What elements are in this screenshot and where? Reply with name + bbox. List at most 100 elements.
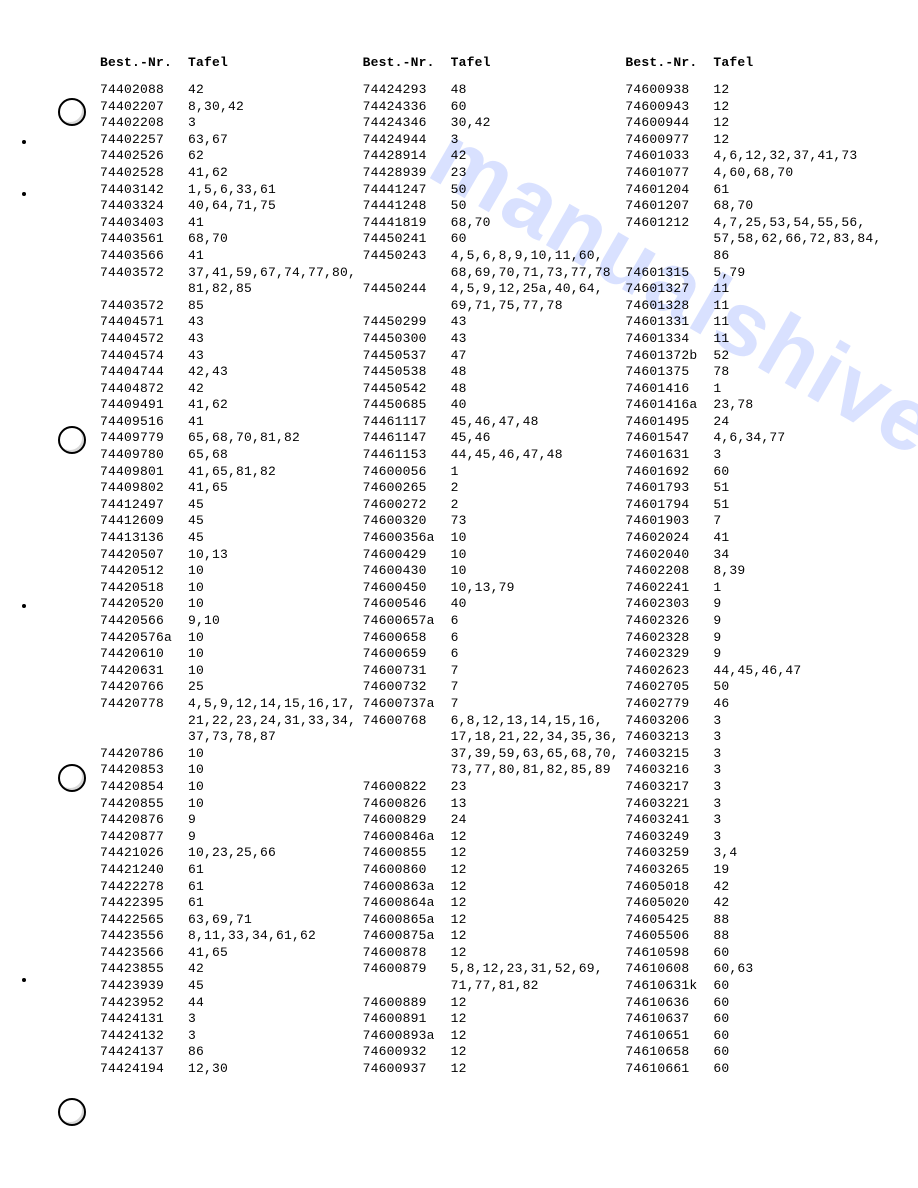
- best-nr: 74423855: [100, 961, 188, 978]
- best-nr: 74428914: [363, 148, 451, 165]
- column-2: Best.-Nr. Tafel 744242934874424336607442…: [363, 55, 626, 1078]
- tafel-value: 12,30: [188, 1061, 363, 1078]
- tafel-value: 7: [451, 679, 626, 696]
- tafel-value: 4,6,12,32,37,41,73: [713, 148, 888, 165]
- tafel-value: 23: [451, 165, 626, 182]
- index-row: 7461059860: [625, 945, 888, 962]
- index-row: 744241313: [100, 1011, 363, 1028]
- index-row: 7442052010: [100, 596, 363, 613]
- best-nr: 74601547: [625, 430, 713, 447]
- best-nr: 74600732: [363, 679, 451, 696]
- index-row: 74600893a12: [363, 1028, 626, 1045]
- best-nr: [363, 729, 451, 746]
- best-nr: 74403572: [100, 298, 188, 315]
- header-bestnr: Best.-Nr.: [625, 55, 713, 70]
- tafel-value: 2: [451, 480, 626, 497]
- header-bestnr: Best.-Nr.: [363, 55, 451, 70]
- index-row: 7460169260: [625, 464, 888, 481]
- tafel-value: 62: [188, 148, 363, 165]
- best-nr: 74600855: [363, 845, 451, 862]
- index-row: 74600356a10: [363, 530, 626, 547]
- best-nr: 74420631: [100, 663, 188, 680]
- best-nr: 74402526: [100, 148, 188, 165]
- index-row: 7460550688: [625, 928, 888, 945]
- best-nr: 74600891: [363, 1011, 451, 1028]
- binder-ring-icon: [58, 764, 86, 792]
- best-nr: [363, 978, 451, 995]
- tafel-value: 50: [451, 182, 626, 199]
- index-row: 7442063110: [100, 663, 363, 680]
- index-row: 7460270550: [625, 679, 888, 696]
- best-nr: 74600822: [363, 779, 451, 796]
- tafel-value: 3: [713, 447, 888, 464]
- tafel-value: 37,39,59,63,65,68,70,: [451, 746, 626, 763]
- index-row: 7460133111: [625, 314, 888, 331]
- best-nr: 74605506: [625, 928, 713, 945]
- index-row: 7442429348: [363, 82, 626, 99]
- best-nr: 74600937: [363, 1061, 451, 1078]
- index-row: 744502434,5,6,8,9,10,11,60,: [363, 248, 626, 265]
- tafel-value: 63,67: [188, 132, 363, 149]
- best-nr: 74420778: [100, 696, 188, 713]
- tafel-value: 24: [451, 812, 626, 829]
- index-row: 7460082924: [363, 812, 626, 829]
- index-row: 7440357285: [100, 298, 363, 315]
- best-nr: 74602040: [625, 547, 713, 564]
- tafel-value: 21,22,23,24,31,33,34,: [188, 713, 363, 730]
- best-nr: 74610636: [625, 995, 713, 1012]
- tafel-value: 43: [188, 314, 363, 331]
- index-row: 7461060860,63: [625, 961, 888, 978]
- tafel-value: 3: [713, 746, 888, 763]
- best-nr: 74409801: [100, 464, 188, 481]
- index-row: 7460132711: [625, 281, 888, 298]
- tafel-value: 73,77,80,81,82,85,89: [451, 762, 626, 779]
- index-row: 7440487242: [100, 381, 363, 398]
- index-row: 74601416a23,78: [625, 397, 888, 414]
- index-row: 746032413: [625, 812, 888, 829]
- index-row: 7445053848: [363, 364, 626, 381]
- index-row: 746023039: [625, 596, 888, 613]
- best-nr: 74600768: [363, 713, 451, 730]
- index-row: 7460082223: [363, 779, 626, 796]
- tafel-value: 11: [713, 314, 888, 331]
- best-nr: 74412609: [100, 513, 188, 530]
- index-row: 7461063760: [625, 1011, 888, 1028]
- tafel-value: 60: [713, 1011, 888, 1028]
- tafel-value: 3: [713, 796, 888, 813]
- best-nr: 74603215: [625, 746, 713, 763]
- index-row: 7441249745: [100, 497, 363, 514]
- best-nr: 74600430: [363, 563, 451, 580]
- tafel-value: 45: [188, 513, 363, 530]
- index-row: 7442385542: [100, 961, 363, 978]
- tafel-value: 37,73,78,87: [188, 729, 363, 746]
- index-row: 7442433660: [363, 99, 626, 116]
- column-3-rows: 7460093812746009431274600944127460097712…: [625, 82, 888, 1078]
- best-nr: 74423952: [100, 995, 188, 1012]
- best-nr: 74601207: [625, 198, 713, 215]
- index-row: 7460179351: [625, 480, 888, 497]
- tafel-value: 61: [188, 862, 363, 879]
- best-nr: 74601793: [625, 480, 713, 497]
- tafel-value: 9: [188, 812, 363, 829]
- best-nr: 74404571: [100, 314, 188, 331]
- index-row: 7460179451: [625, 497, 888, 514]
- best-nr: 74420512: [100, 563, 188, 580]
- tafel-value: 68,70: [451, 215, 626, 232]
- tafel-value: 12: [451, 928, 626, 945]
- index-row: 744022078,30,42: [100, 99, 363, 116]
- tafel-value: 12: [451, 1061, 626, 1078]
- tafel-value: 65,68,70,81,82: [188, 430, 363, 447]
- best-nr: 74602623: [625, 663, 713, 680]
- best-nr: 74602326: [625, 613, 713, 630]
- index-row: 746013155,79: [625, 265, 888, 282]
- best-nr: 74422278: [100, 879, 188, 896]
- tafel-value: 19: [713, 862, 888, 879]
- best-nr: 74404872: [100, 381, 188, 398]
- best-nr: [100, 713, 188, 730]
- best-nr: 74601903: [625, 513, 713, 530]
- index-row: 744031421,5,6,33,61: [100, 182, 363, 199]
- index-row: 7460093712: [363, 1061, 626, 1078]
- best-nr: 74450244: [363, 281, 451, 298]
- best-nr: 74600938: [625, 82, 713, 99]
- tafel-value: 41,62: [188, 397, 363, 414]
